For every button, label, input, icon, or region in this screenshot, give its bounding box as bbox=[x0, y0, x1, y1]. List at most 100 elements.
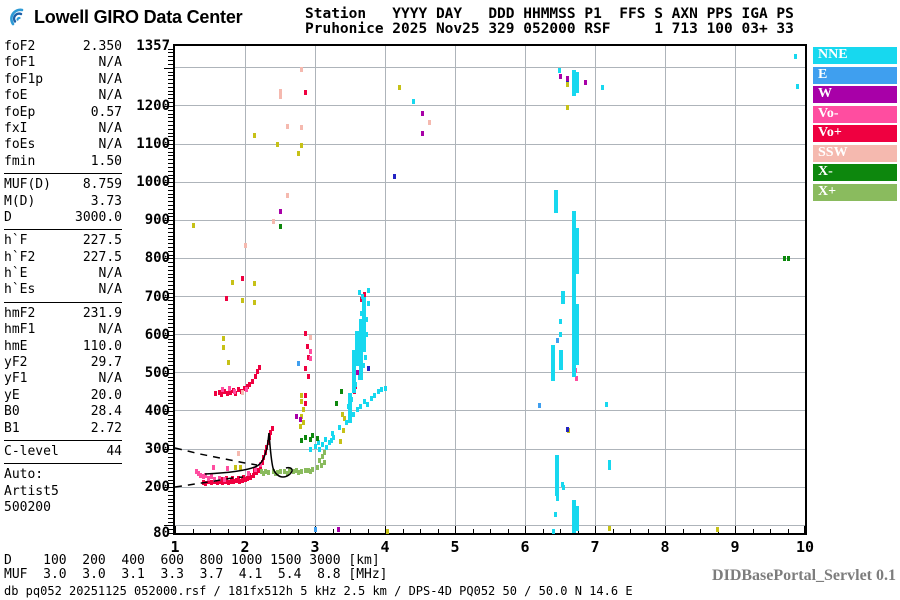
gridline-vertical bbox=[594, 46, 596, 533]
y-axis-tick bbox=[168, 288, 173, 290]
x-axis-labels: 1 2 3 4 5 6 7 8 9 10 bbox=[170, 538, 814, 556]
legend-item-xminus: X- bbox=[813, 164, 897, 181]
echo-dot bbox=[559, 318, 563, 324]
echo-dot bbox=[793, 53, 797, 59]
echo-bar bbox=[362, 296, 366, 352]
gridline-horizontal bbox=[175, 181, 805, 183]
echo-dot bbox=[308, 436, 312, 442]
echo-dot bbox=[298, 416, 302, 422]
echo-dot bbox=[217, 389, 221, 395]
y-axis-tick bbox=[164, 182, 173, 184]
y-axis-tick bbox=[168, 285, 173, 287]
echo-dot bbox=[313, 444, 317, 450]
param-value: 227.5 bbox=[82, 233, 122, 249]
x-axis-tick bbox=[455, 526, 456, 533]
x-axis-tick bbox=[227, 529, 229, 533]
x-axis-label-6: 6 bbox=[520, 538, 530, 556]
param-label: foF1 bbox=[4, 55, 36, 71]
y-axis-tick bbox=[168, 399, 173, 401]
y-axis-tick bbox=[168, 239, 173, 241]
echo-direction-legend: NNE E W Vo- Vo+ SSW X- X+ bbox=[813, 47, 897, 203]
param-row-hmf1: hmF1 N/A bbox=[4, 322, 122, 338]
autoscaling-info-line: Artist5 bbox=[4, 483, 59, 499]
echo-dot bbox=[296, 150, 300, 156]
echo-dot bbox=[320, 454, 324, 460]
x-axis-tick bbox=[630, 529, 631, 533]
echo-bar bbox=[558, 349, 563, 370]
y-axis-tick bbox=[168, 151, 173, 153]
gridline-vertical bbox=[314, 46, 316, 533]
echo-dot bbox=[308, 355, 312, 361]
echo-dot bbox=[319, 462, 323, 468]
x-axis-tick bbox=[210, 529, 211, 533]
echo-dot bbox=[324, 436, 327, 442]
echo-dot bbox=[196, 471, 200, 476]
y-axis-tick bbox=[168, 208, 173, 210]
echo-dot bbox=[361, 362, 365, 368]
echo-bar bbox=[560, 290, 565, 305]
param-label: foF2 bbox=[4, 39, 36, 54]
x-axis-tick bbox=[262, 529, 264, 533]
echo-dot bbox=[287, 468, 291, 474]
param-row-fmin: fmin 1.50 bbox=[4, 154, 122, 170]
echo-dot bbox=[237, 479, 241, 485]
echo-dot bbox=[421, 131, 425, 137]
param-value: 28.4 bbox=[90, 404, 122, 420]
x-axis-tick bbox=[192, 529, 194, 533]
echo-bar bbox=[348, 393, 352, 424]
gridline-horizontal bbox=[175, 486, 805, 488]
echo-dot bbox=[240, 477, 244, 483]
param-label: h`Es bbox=[4, 282, 36, 298]
y-axis-tick bbox=[164, 144, 173, 145]
muf-table-muf-row: MUF 3.0 3.0 3.1 3.3 3.7 4.1 5.4 8.8 [MHz… bbox=[4, 567, 388, 582]
echo-dot bbox=[238, 465, 242, 471]
y-axis-tick bbox=[168, 380, 173, 382]
y-axis-tick bbox=[168, 452, 173, 454]
param-row-d: D 3000.0 bbox=[4, 210, 122, 226]
param-label: fxI bbox=[4, 120, 28, 136]
echo-dot bbox=[245, 384, 249, 390]
param-value: 0.57 bbox=[90, 104, 122, 120]
gridline-horizontal bbox=[175, 372, 805, 374]
param-row-fxi: fxI N/A bbox=[4, 121, 122, 137]
x-axis-label-1: 1 bbox=[170, 538, 180, 556]
ionogram-plot bbox=[164, 44, 807, 535]
echo-dot bbox=[340, 411, 344, 417]
param-label: foEp bbox=[4, 104, 36, 120]
echo-dot bbox=[235, 478, 239, 484]
y-axis-label-200: 200 bbox=[144, 479, 170, 496]
param-divider bbox=[4, 439, 122, 441]
echo-dot bbox=[226, 390, 229, 396]
echo-dot bbox=[248, 381, 252, 387]
echo-dot bbox=[566, 75, 570, 81]
gridline-horizontal bbox=[175, 296, 805, 298]
param-value: N/A bbox=[98, 137, 122, 153]
echo-dot bbox=[237, 387, 241, 393]
echo-dot bbox=[315, 464, 319, 470]
param-row-fof1: foF1 N/A bbox=[4, 55, 122, 71]
y-axis-tick bbox=[168, 216, 173, 218]
y-axis-tick bbox=[168, 243, 173, 245]
giro-logo: Lowell GIRO Data Center bbox=[6, 5, 243, 29]
param-label: C-level bbox=[4, 443, 59, 459]
echo-dot bbox=[219, 476, 223, 482]
echo-dot bbox=[380, 387, 383, 393]
param-label: D bbox=[4, 209, 12, 225]
gridline-vertical bbox=[384, 46, 386, 533]
echo-dot bbox=[317, 447, 321, 453]
y-axis-label-900: 900 bbox=[144, 212, 170, 229]
y-axis-label-800: 800 bbox=[144, 250, 170, 267]
y-axis-tick bbox=[168, 75, 173, 77]
echo-dot bbox=[553, 512, 557, 518]
y-axis-labels: 1357 1200 1100 1000 900 800 700 600 500 400 300 200… bbox=[120, 39, 170, 540]
echo-dot bbox=[314, 527, 318, 533]
echo-dot bbox=[334, 400, 338, 406]
echo-dot bbox=[261, 471, 265, 476]
y-axis-tick bbox=[168, 132, 173, 134]
echo-dot bbox=[359, 297, 363, 303]
y-axis-tick bbox=[168, 201, 173, 203]
echo-dot bbox=[233, 388, 236, 394]
y-axis-tick bbox=[168, 281, 173, 283]
y-axis-tick bbox=[168, 224, 173, 226]
trace-curves bbox=[174, 432, 293, 488]
